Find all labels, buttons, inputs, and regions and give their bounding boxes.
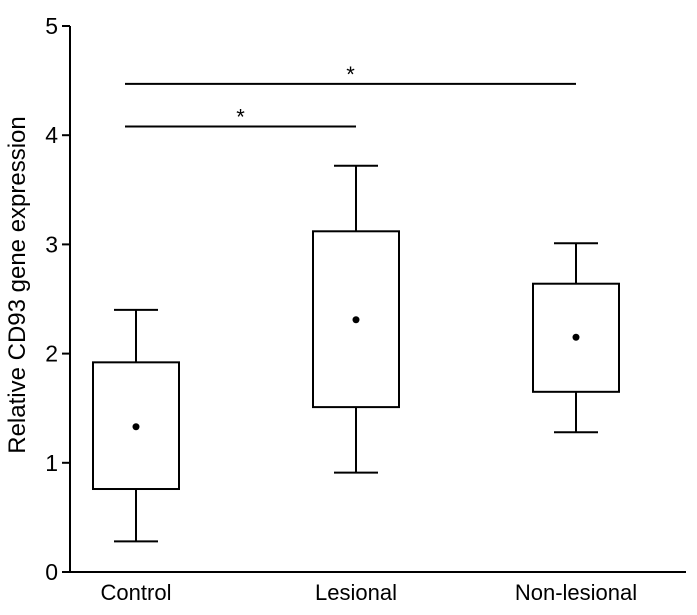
y-tick-label: 1 — [45, 450, 58, 476]
y-tick-label: 3 — [45, 231, 58, 257]
y-tick-label: 0 — [45, 559, 58, 585]
y-axis-title: Relative CD93 gene expression — [4, 116, 31, 454]
significance-brackets: ** — [125, 62, 576, 129]
box-group — [312, 164, 400, 474]
box-group — [92, 308, 180, 543]
mean-point — [572, 333, 580, 341]
x-category-label: Non-lesional — [515, 580, 637, 605]
axes: 0 1 2 3 4 5 Control Lesional Non-lesional — [45, 13, 686, 605]
significance-label: * — [346, 62, 355, 87]
labels: Relative CD93 gene expression — [4, 116, 31, 454]
x-category-label: Control — [101, 580, 172, 605]
box-group — [532, 242, 620, 434]
boxes — [92, 164, 620, 543]
significance-label: * — [236, 104, 245, 129]
y-tick-label: 2 — [45, 341, 58, 367]
y-tick-label: 4 — [45, 122, 58, 148]
y-tick-label: 5 — [45, 13, 58, 39]
mean-point — [352, 316, 360, 324]
x-category-label: Lesional — [315, 580, 397, 605]
mean-point — [132, 423, 140, 431]
